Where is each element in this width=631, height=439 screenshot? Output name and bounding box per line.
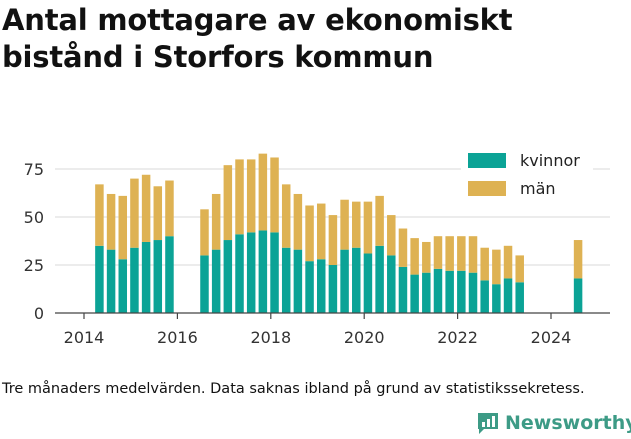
bar-kvinnor [293, 249, 303, 313]
bar-man [270, 157, 279, 233]
bar-man [223, 165, 233, 241]
bar-man [211, 193, 221, 250]
bar-man [573, 240, 583, 279]
bar-kvinnor [141, 241, 151, 313]
bars [95, 153, 583, 313]
bar-kvinnor [457, 270, 466, 313]
bar-kvinnor [281, 247, 291, 313]
bar-kvinnor [165, 236, 174, 313]
bar-kvinnor [492, 284, 501, 313]
bar-man [316, 203, 326, 260]
x-tick-label: 2014 [64, 328, 105, 347]
bar-man [422, 241, 431, 273]
footnote: Tre månaders medelvärden. Data saknas ib… [2, 381, 585, 397]
bar-man [165, 180, 174, 237]
x-tick-label: 2022 [437, 328, 478, 347]
y-tick-label: 0 [34, 304, 44, 323]
bar-kvinnor [246, 232, 256, 313]
legend-label: kvinnor [520, 151, 580, 170]
x-tick-label: 2018 [250, 328, 291, 347]
bar-kvinnor [375, 245, 384, 313]
legend-swatch [468, 181, 506, 196]
bar-kvinnor [153, 240, 163, 313]
bar-man [445, 236, 454, 271]
bar-man [305, 205, 314, 262]
brand-name: Newsworthy [505, 412, 631, 434]
bar-kvinnor [270, 232, 279, 313]
bar-kvinnor [387, 255, 396, 313]
bar-man [433, 236, 443, 269]
bar-kvinnor [106, 249, 116, 313]
bar-man [398, 228, 408, 267]
chart-title: Antal mottagare av ekonomiskt bistånd i … [2, 3, 513, 74]
bar-man [468, 236, 478, 273]
bar-man [200, 209, 209, 256]
y-tick-label: 25 [24, 256, 44, 275]
bar-man [106, 193, 116, 250]
y-tick-label: 75 [24, 160, 44, 179]
bar-man [130, 178, 139, 248]
bar-kvinnor [223, 240, 233, 313]
axes: 0 25 50 75 2014 2016 2018 2020 2022 2024 [24, 160, 610, 347]
bar-man [328, 215, 338, 265]
bar-man [118, 195, 128, 260]
bar-kvinnor [235, 234, 244, 313]
newsworthy-logo-icon [478, 413, 498, 434]
bar-kvinnor [398, 266, 408, 313]
bar-kvinnor [316, 259, 326, 313]
x-tick-label: 2016 [157, 328, 198, 347]
x-tick-label: 2024 [531, 328, 572, 347]
bar-kvinnor [480, 280, 489, 313]
bar-kvinnor [515, 282, 524, 313]
bar-kvinnor [468, 272, 478, 313]
legend-label: män [520, 179, 556, 198]
bar-man [480, 247, 489, 281]
bar-kvinnor [130, 247, 139, 313]
bar-man [258, 153, 268, 231]
bar-kvinnor [328, 265, 338, 313]
bar-man [95, 184, 104, 246]
bar-man [153, 186, 163, 241]
bar-kvinnor [211, 249, 221, 313]
y-tick-label: 50 [24, 208, 44, 227]
bar-kvinnor [258, 230, 268, 313]
bar-kvinnor [503, 278, 513, 313]
bar-kvinnor [363, 253, 373, 313]
bar-man [457, 236, 466, 271]
bar-kvinnor [200, 255, 209, 313]
bar-man [246, 159, 256, 233]
bar-man [515, 255, 524, 283]
x-tick-label: 2020 [344, 328, 385, 347]
bar-man [141, 174, 151, 242]
bar-kvinnor [305, 261, 314, 313]
bar-man [387, 215, 396, 256]
bar-man [340, 199, 349, 250]
legend: kvinnor män [461, 147, 593, 204]
brand-logo[interactable]: Newsworthy [475, 409, 631, 437]
bar-man [492, 249, 501, 285]
bar-kvinnor [340, 249, 349, 313]
chart: 0 25 50 75 2014 2016 2018 2020 2022 2024 kvinnor m… [23, 147, 610, 347]
bar-kvinnor [410, 274, 419, 313]
bar-man [503, 245, 513, 279]
bar-kvinnor [95, 245, 104, 313]
bar-man [235, 159, 244, 235]
bar-man [410, 238, 419, 275]
bar-man [293, 193, 303, 250]
bar-man [363, 201, 373, 254]
bar-kvinnor [445, 270, 454, 313]
bar-kvinnor [573, 278, 583, 313]
bar-man [375, 195, 384, 246]
bar-man [352, 201, 361, 248]
bar-kvinnor [352, 247, 361, 313]
bar-kvinnor [118, 259, 128, 313]
bar-man [281, 184, 291, 248]
legend-swatch [468, 153, 506, 168]
bar-kvinnor [433, 268, 443, 313]
bar-kvinnor [422, 272, 431, 313]
